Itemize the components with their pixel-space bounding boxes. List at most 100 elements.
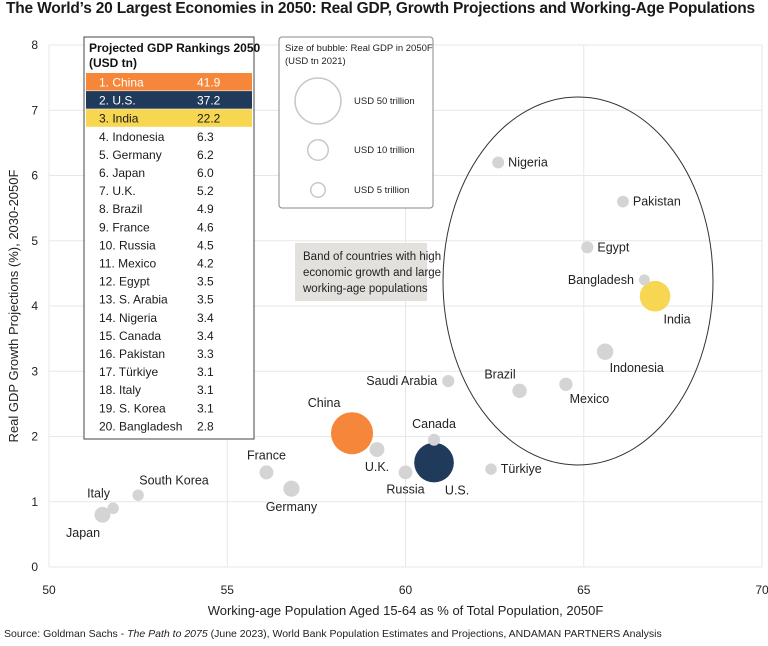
ranking-row-name: 15. Canada [99,329,161,343]
ranking-row-value: 3.3 [197,347,214,361]
y-tick-label: 7 [31,103,38,117]
ranking-row-name: 8. Brazil [99,202,142,216]
y-tick-label: 8 [31,38,38,52]
ranking-row-value: 3.5 [197,293,214,307]
ranking-row-value: 4.5 [197,238,214,252]
label-nigeria: Nigeria [508,155,548,169]
label-india: India [663,313,690,327]
bubble-china [330,412,374,455]
ranking-row-name: 5. Germany [99,148,162,162]
bubble-legend-label: USD 5 trillion [354,185,409,196]
x-axis-title: Working-age Population Aged 15-64 as % o… [208,603,604,618]
point-labels: China U.S. India Indonesia Germany Japan U.K. B… [66,155,691,539]
ranking-row-name: 2. U.S. [99,94,136,108]
ranking-table-title: Projected GDP Rankings 2050 [89,41,261,55]
ranking-row-value: 3.5 [197,275,214,289]
annotation-line: working-age populations [302,283,428,295]
ranking-table-subtitle: (USD tn) [89,56,137,70]
bubble-india [639,280,671,312]
ranking-row-value: 3.1 [197,383,214,397]
ranking-row-highlight [86,73,252,91]
axes: 50 55 60 65 70 0 1 2 3 4 5 6 7 8 Working-age Populatio… [6,38,768,618]
ranking-row-value: 4.6 [197,220,214,234]
bubble-bangladesh [638,274,650,286]
bubble-japan [94,506,111,523]
annotation-box [295,243,427,301]
annotation-line: economic growth and large [303,267,441,279]
bubble-legend-circle [309,181,327,199]
y-axis-title: Real GDP Growth Projections (%), 2030-20… [6,170,21,443]
label-russia: Russia [386,482,424,496]
ranking-row-name: 13. S. Arabia [99,293,168,307]
ranking-row-highlight [86,91,252,109]
ranking-row-name: 10. Russia [99,238,156,252]
bubble-legend-title: Size of bubble: Real GDP in 2050F [285,43,433,54]
band-ellipse [442,96,714,466]
source-suffix: (June 2023), World Bank Population Estim… [207,628,662,640]
ranking-row-name: 14. Nigeria [99,311,157,325]
ranking-row-name: 17. Türkiye [99,365,158,379]
bubble-legend-subtitle: (USD tn 2021) [285,56,346,67]
label-u-s: U.S. [445,483,469,497]
label-egypt: Egypt [597,240,629,254]
annotation-line: Band of countries with high [303,251,441,263]
bubble-t-rkiye [485,463,497,475]
ranking-row-name: 4. Indonesia [99,130,165,144]
bubble-legend-label: USD 10 trillion [354,145,415,156]
ranking-row-value: 3.4 [197,311,214,325]
ranking-row-value: 4.2 [197,257,214,271]
source-italic: The Path to 2075 [127,628,208,640]
ranking-row-name: 18. Italy [99,383,141,397]
label-pakistan: Pakistan [633,195,681,209]
ranking-row-name: 20. Bangladesh [99,419,182,433]
bubble-germany [283,480,300,497]
bubble-nigeria [492,156,505,169]
bubble-mexico [559,377,573,391]
label-canada: Canada [412,417,456,431]
ranking-row-highlight [86,109,252,127]
bubble-legend-circle [306,138,330,162]
ranking-row-name: 12. Egypt [99,275,150,289]
ranking-row-value: 3.1 [197,365,214,379]
ranking-row-name: 19. S. Korea [99,401,166,415]
label-italy: Italy [87,487,111,501]
x-tick-label: 70 [755,583,768,597]
label-brazil: Brazil [484,368,515,382]
ranking-row-name: 11. Mexico [99,257,156,271]
label-china: China [308,396,341,410]
y-tick-label: 6 [31,169,38,183]
bubbles [94,156,671,523]
label-indonesia: Indonesia [610,361,664,375]
ranking-row-value: 3.1 [197,401,214,415]
bubble-legend-circle [294,77,342,125]
label-bangladesh: Bangladesh [568,273,634,287]
scatter-chart: 50 55 60 65 70 0 1 2 3 4 5 6 7 8 Working-age Populatio… [6,36,768,618]
label-t-rkiye: Türkiye [501,462,542,476]
bubble-brazil [512,383,527,399]
bubble-italy [107,502,119,514]
ranking-row-name: 16. Pakistan [99,347,165,361]
band-annotation: Band of countries with high economic grow… [295,243,441,301]
label-germany: Germany [266,500,318,514]
source-prefix: Source: Goldman Sachs - [4,628,128,640]
ranking-row-name: 9. France [99,220,150,234]
ranking-row-name: 7. U.K. [99,184,136,198]
ranking-row-value: 6.3 [197,130,214,144]
bubble-south-korea [132,489,144,501]
ranking-row-value: 37.2 [197,94,221,108]
ranking-row-value: 2.8 [197,419,214,433]
bubble-u-s [414,442,454,483]
source-note: Source: Goldman Sachs - The Path to 2075… [4,628,662,640]
ranking-row-value: 3.4 [197,329,214,343]
bubble-size-legend: Size of bubble: Real GDP in 2050F (USD tn… [278,36,434,209]
bubble-egypt [581,241,594,254]
ranking-row-name: 1. China [99,76,144,90]
label-france: France [247,448,286,462]
bubble-russia [398,465,413,480]
bubble-u-k [369,442,385,457]
label-mexico: Mexico [570,392,610,406]
label-japan: Japan [66,526,100,540]
bubble-legend-label: USD 50 trillion [354,96,415,107]
chart-title: The World’s 20 Largest Economies in 2050… [6,0,755,17]
bubble-pakistan [617,195,629,208]
